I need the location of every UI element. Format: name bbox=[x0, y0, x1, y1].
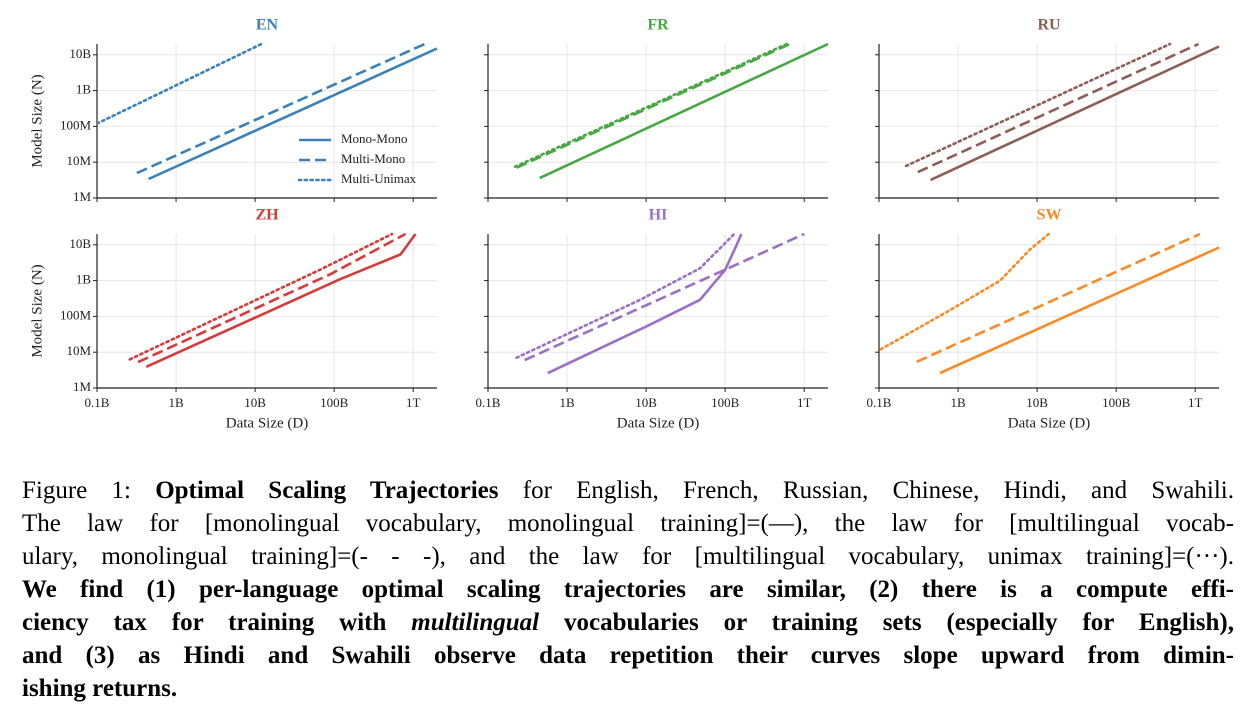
caption-line: We find (1) per-language optimal scaling… bbox=[22, 573, 1234, 606]
chart-title: ZH bbox=[255, 207, 279, 224]
series-line bbox=[547, 233, 743, 375]
figure: 1M 10M 100M 1B 10B EN Model Size (N) Mono-Mono M… bbox=[29, 17, 1220, 431]
caption-run: and (3) as Hindi and Swahili observe dat… bbox=[22, 642, 1234, 669]
caption-line: Figure 1: Optimal Scaling Trajectories f… bbox=[22, 474, 1234, 507]
caption-run: vocabularies or training sets (especiall… bbox=[539, 609, 1234, 636]
y-tick-label: 10B bbox=[69, 46, 91, 61]
y-tick-label: 10B bbox=[69, 236, 91, 251]
caption-run: ulary, monolingual training]=(- - -), an… bbox=[22, 543, 1234, 570]
series-line bbox=[145, 233, 417, 368]
caption-line: ishing returns. bbox=[22, 672, 1234, 705]
series-line bbox=[916, 232, 1201, 363]
series-line bbox=[128, 232, 394, 361]
y-tick-label: 100M bbox=[60, 117, 92, 132]
x-tick-label: 1T bbox=[1188, 395, 1203, 410]
legend-label: Multi-Unimax bbox=[341, 171, 417, 186]
chart-title: SW bbox=[1037, 207, 1062, 224]
caption-run: for English, French, Russian, Chinese, H… bbox=[498, 477, 1234, 504]
chart-title: RU bbox=[1037, 17, 1061, 34]
x-tick-label: 1T bbox=[797, 395, 812, 410]
chart-title: FR bbox=[647, 17, 669, 34]
x-axis-label: Data Size (D) bbox=[617, 415, 699, 431]
legend-label: Multi-Mono bbox=[341, 151, 405, 166]
x-tick-label: 10B bbox=[635, 395, 657, 410]
x-tick-label: 1B bbox=[168, 395, 184, 410]
caption-line: ulary, monolingual training]=(- - -), an… bbox=[22, 540, 1234, 573]
x-tick-label: 1B bbox=[950, 395, 966, 410]
y-tick-label: 10M bbox=[66, 153, 91, 168]
caption-run: The law for [monolingual vocabulary, mon… bbox=[22, 510, 1234, 537]
series-line bbox=[516, 42, 791, 169]
series-line bbox=[917, 42, 1200, 174]
caption-run: Figure 1: bbox=[22, 477, 156, 504]
x-tick-label: 100B bbox=[711, 395, 740, 410]
y-tick-label: 1M bbox=[73, 379, 92, 394]
x-tick-label: 1B bbox=[559, 395, 575, 410]
series-line bbox=[879, 232, 1050, 351]
series-line bbox=[930, 45, 1220, 182]
y-axis-label: Model Size (N) bbox=[29, 264, 45, 357]
chart-title: EN bbox=[256, 17, 279, 34]
series-line bbox=[136, 42, 426, 175]
x-tick-label: 100B bbox=[1102, 395, 1131, 410]
x-tick-label: 0.1B bbox=[476, 395, 501, 410]
series-line bbox=[904, 42, 1172, 168]
caption: Figure 1: Optimal Scaling Trajectories f… bbox=[22, 474, 1234, 705]
series-line bbox=[97, 42, 263, 125]
chart-title: HI bbox=[649, 207, 668, 224]
series-line bbox=[513, 42, 788, 168]
caption-run: ciency tax for training with bbox=[22, 609, 412, 636]
y-tick-label: 10M bbox=[66, 343, 91, 358]
y-tick-label: 1B bbox=[76, 272, 92, 287]
y-tick-label: 100M bbox=[60, 307, 92, 322]
caption-run: Optimal Scaling Trajectories bbox=[155, 477, 499, 504]
y-tick-label: 1B bbox=[76, 82, 92, 97]
x-tick-label: 10B bbox=[1026, 395, 1048, 410]
x-tick-label: 0.1B bbox=[85, 395, 110, 410]
y-axis-label: Model Size (N) bbox=[29, 74, 45, 167]
series-line bbox=[148, 47, 438, 181]
x-tick-label: 100B bbox=[320, 395, 349, 410]
legend-label: Mono-Mono bbox=[341, 131, 407, 146]
caption-run: ishing returns. bbox=[22, 675, 178, 702]
series-line bbox=[939, 246, 1220, 375]
series-line bbox=[515, 232, 736, 359]
x-axis-label: Data Size (D) bbox=[226, 415, 308, 431]
series-line bbox=[524, 232, 805, 362]
caption-run: multilingual bbox=[411, 609, 540, 636]
y-tick-label: 1M bbox=[73, 189, 92, 204]
x-tick-label: 0.1B bbox=[867, 395, 892, 410]
caption-line: ciency tax for training with multilingua… bbox=[22, 606, 1234, 639]
series-line bbox=[137, 232, 407, 364]
series-line bbox=[539, 42, 829, 180]
x-tick-label: 1T bbox=[406, 395, 421, 410]
caption-line: The law for [monolingual vocabulary, mon… bbox=[22, 507, 1234, 540]
x-tick-label: 10B bbox=[244, 395, 266, 410]
caption-run: We find (1) per-language optimal scaling… bbox=[22, 576, 1234, 603]
x-axis-label: Data Size (D) bbox=[1008, 415, 1090, 431]
caption-line: and (3) as Hindi and Swahili observe dat… bbox=[22, 639, 1234, 672]
